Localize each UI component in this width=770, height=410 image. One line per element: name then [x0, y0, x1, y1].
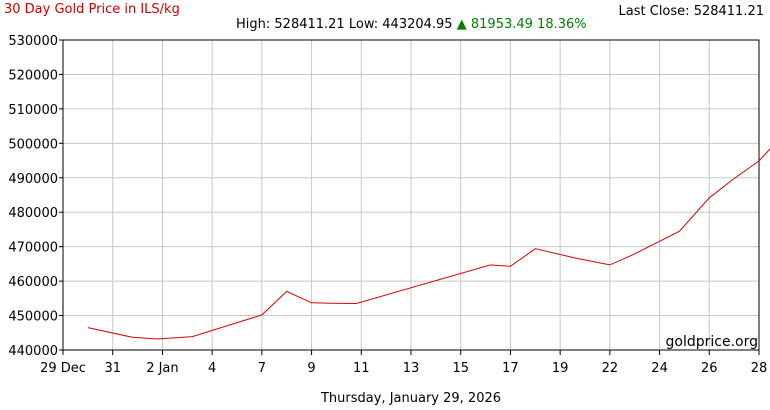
y-tick-label: 460000 — [8, 275, 58, 290]
x-tick-label: 13 — [403, 361, 420, 376]
x-tick-label: 9 — [307, 361, 315, 376]
x-tick-label: 11 — [353, 361, 370, 376]
x-tick-label: 7 — [258, 361, 266, 376]
plot-frame — [62, 39, 760, 351]
x-tick-label: 15 — [452, 361, 469, 376]
last-close-value: 528411.21 — [693, 4, 764, 19]
x-tick-label: 31 — [104, 361, 121, 376]
x-axis-ticks: 29 Dec 31 2 Jan 4 7 9 11 13 15 17 19 22 24 26 28 — [40, 350, 767, 376]
low-label: Low: — [348, 17, 379, 32]
y-tick-label: 450000 — [8, 310, 58, 325]
y-tick-label: 530000 — [8, 34, 58, 49]
x-tick-label: 28 — [751, 361, 768, 376]
high-label: High: — [236, 17, 271, 32]
y-tick-label: 520000 — [8, 68, 58, 83]
series-lines — [87, 148, 770, 340]
site-watermark: goldprice.org — [665, 334, 758, 350]
last-close: Last Close: 528411.21 — [619, 4, 764, 19]
x-tick-label: 29 Dec — [40, 361, 86, 376]
chart-title: 30 Day Gold Price in ILS/kg — [4, 2, 180, 17]
x-tick-label: 4 — [208, 361, 216, 376]
low-value: 443204.95 — [382, 17, 453, 32]
x-tick-label: 17 — [502, 361, 519, 376]
change-up-icon: ▲ — [456, 17, 467, 32]
y-tick-label: 440000 — [8, 344, 58, 359]
x-tick-label: 2 Jan — [146, 361, 178, 376]
x-tick-label: 19 — [552, 361, 569, 376]
price-line — [87, 148, 770, 340]
y-tick-label: 480000 — [8, 206, 58, 221]
y-axis-ticks: 440000 450000 460000 470000 480000 490000 5000… — [8, 34, 63, 359]
y-tick-label: 470000 — [8, 241, 58, 256]
chart-grid — [62, 39, 760, 351]
y-tick-label: 500000 — [8, 137, 58, 152]
x-tick-label: 24 — [651, 361, 668, 376]
high-value: 528411.21 — [274, 17, 345, 32]
change-value: 81953.49 — [470, 17, 533, 32]
x-tick-label: 26 — [701, 361, 718, 376]
change-percent: 18.36% — [537, 17, 587, 32]
x-tick-label: 22 — [602, 361, 619, 376]
date-caption: Thursday, January 29, 2026 — [320, 391, 502, 406]
price-stats: High: 528411.21 Low: 443204.95 ▲ 81953.4… — [236, 17, 587, 32]
last-close-label: Last Close: — [618, 4, 690, 19]
y-tick-label: 510000 — [8, 103, 58, 118]
y-tick-label: 490000 — [8, 172, 58, 187]
